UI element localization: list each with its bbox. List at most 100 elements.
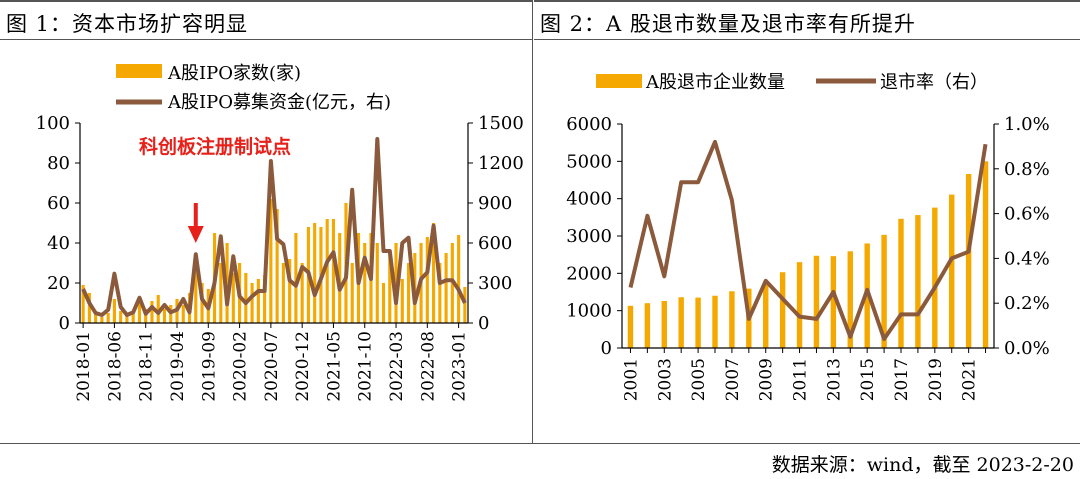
bar-ipo-count <box>281 263 285 323</box>
panel-divider <box>532 0 533 444</box>
x-tick-label: 2022-03 <box>387 331 407 402</box>
bar-delisting-count <box>644 303 651 348</box>
x-tick-label: 2022-08 <box>418 331 438 402</box>
bar-ipo-count <box>112 299 116 323</box>
y-right-tick-label: 0.0% <box>1004 338 1050 359</box>
bar-ipo-count <box>125 315 129 323</box>
bar-ipo-count <box>300 263 304 323</box>
bar-ipo-count <box>219 263 223 323</box>
bar-delisting-count <box>695 297 701 348</box>
y-left-tick-label: 1000 <box>566 301 612 322</box>
bar-ipo-count <box>156 295 160 323</box>
bar-ipo-count <box>194 255 198 323</box>
y-right-tick-label: 0.2% <box>1004 293 1050 314</box>
bar-delisting-count <box>932 207 938 348</box>
x-tick-label: 2021-10 <box>356 331 376 402</box>
y-right-tick-label: 600 <box>478 233 512 254</box>
legend-line-label: 退市率（右） <box>880 72 988 93</box>
bar-ipo-count <box>269 199 273 323</box>
bar-ipo-count <box>250 283 254 323</box>
bar-ipo-count <box>81 285 85 323</box>
bar-ipo-count <box>432 223 436 323</box>
bar-ipo-count <box>388 253 392 323</box>
bar-ipo-count <box>350 263 354 323</box>
x-tick-label: 2011 <box>791 358 811 401</box>
footer-rule <box>0 443 1080 444</box>
bar-ipo-count <box>150 301 154 323</box>
bar-delisting-count <box>763 284 769 348</box>
bar-delisting-count <box>949 194 955 348</box>
x-tick-label: 2020-12 <box>293 331 313 402</box>
line-delisting-rate <box>628 139 988 341</box>
legend-bar-label: A股IPO家数(家) <box>167 63 301 84</box>
legend-bar-swatch <box>116 64 162 78</box>
ipo-chart: A股IPO家数(家) A股IPO募集资金(亿元，右) 0 20 40 60 80 100 0 30… <box>36 63 524 402</box>
bar-delisting-count <box>982 161 989 348</box>
bar-ipo-count <box>200 283 204 323</box>
x-tick-label: 2018-01 <box>74 331 94 402</box>
y-right-tick-label: 0.8% <box>1004 159 1050 180</box>
x-tick-label: 2021 <box>960 358 980 401</box>
y-right-tick-label: 0 <box>478 313 489 334</box>
data-source: 数据来源：wind，截至 2023-2-20 <box>771 454 1074 476</box>
x-tick-label: 2009 <box>757 358 777 401</box>
bar-ipo-count <box>406 263 411 323</box>
x-tick-label: 2001 <box>621 358 641 401</box>
x-tick-label: 2018-11 <box>137 331 157 402</box>
bar-ipo-count <box>288 259 292 323</box>
legend-bar-label: A股退市企业数量 <box>645 72 785 93</box>
y-right-tick-label: 1.0% <box>1004 114 1050 135</box>
bar-delisting-count <box>779 272 786 348</box>
bar-delisting-count <box>898 218 904 348</box>
y-left-tick-label: 80 <box>47 153 70 174</box>
y-left-tick-label: 0 <box>59 313 70 334</box>
y-right-tick-label: 1500 <box>478 113 524 134</box>
y-left-tick-label: 100 <box>36 113 70 134</box>
y-left-tick-label: 40 <box>47 233 70 254</box>
y-left-tick-label: 6000 <box>566 114 612 135</box>
annotation-arrow-head <box>187 226 204 243</box>
bar-ipo-count <box>181 305 185 323</box>
bar-ipo-count <box>106 313 110 323</box>
bar-delisting-count <box>729 291 735 348</box>
bar-ipo-count <box>294 233 298 323</box>
y-left-tick-label: 3000 <box>566 226 612 247</box>
bar-ipo-count <box>94 311 98 323</box>
y-left-tick-label: 20 <box>47 273 70 294</box>
x-tick-label: 2020-02 <box>231 331 251 402</box>
bar-ipo-count <box>263 275 267 323</box>
bar-delisting-count <box>915 215 921 348</box>
x-tick-label: 2021-05 <box>324 331 344 402</box>
y-left-tick-label: 0 <box>601 338 612 359</box>
bar-delisting-count <box>881 234 887 348</box>
bar-ipo-count <box>244 273 248 323</box>
bar-ipo-count <box>363 243 367 323</box>
bar-ipo-count <box>331 219 336 323</box>
y-right-tick-label: 0.6% <box>1004 204 1050 225</box>
bar-ipo-count <box>425 237 429 323</box>
bar-delisting-count <box>627 305 634 348</box>
legend-line-label: A股IPO募集资金(亿元，右) <box>167 92 391 113</box>
bar-ipo-count <box>119 311 123 323</box>
bar-ipo-count <box>275 209 279 323</box>
bar-ipo-count <box>381 283 386 323</box>
bar-ipo-count <box>137 301 142 323</box>
bar-ipo-count <box>162 309 167 323</box>
legend-bar-swatch <box>596 74 642 88</box>
x-tick-label: 2007 <box>723 358 743 401</box>
bar-delisting-count <box>830 256 837 348</box>
bar-delisting-count <box>847 251 853 348</box>
annotation-label: 科创板注册制试点 <box>139 135 291 158</box>
chart1-title-bar: 图 1：资本市场扩容明显 <box>0 0 532 40</box>
bar-ipo-count <box>100 317 104 323</box>
line-ipo-proceeds <box>81 137 467 317</box>
bar-delisting-count <box>712 295 718 348</box>
bar-ipo-count <box>438 263 442 323</box>
bar-delisting-count <box>813 255 820 348</box>
bar-ipo-count <box>256 279 260 323</box>
y-right-tick-label: 1200 <box>478 153 524 174</box>
y-right-tick-label: 0.4% <box>1004 248 1050 269</box>
bar-delisting-count <box>661 300 667 348</box>
bar-ipo-count <box>457 235 461 323</box>
x-tick-label: 2013 <box>824 358 844 401</box>
